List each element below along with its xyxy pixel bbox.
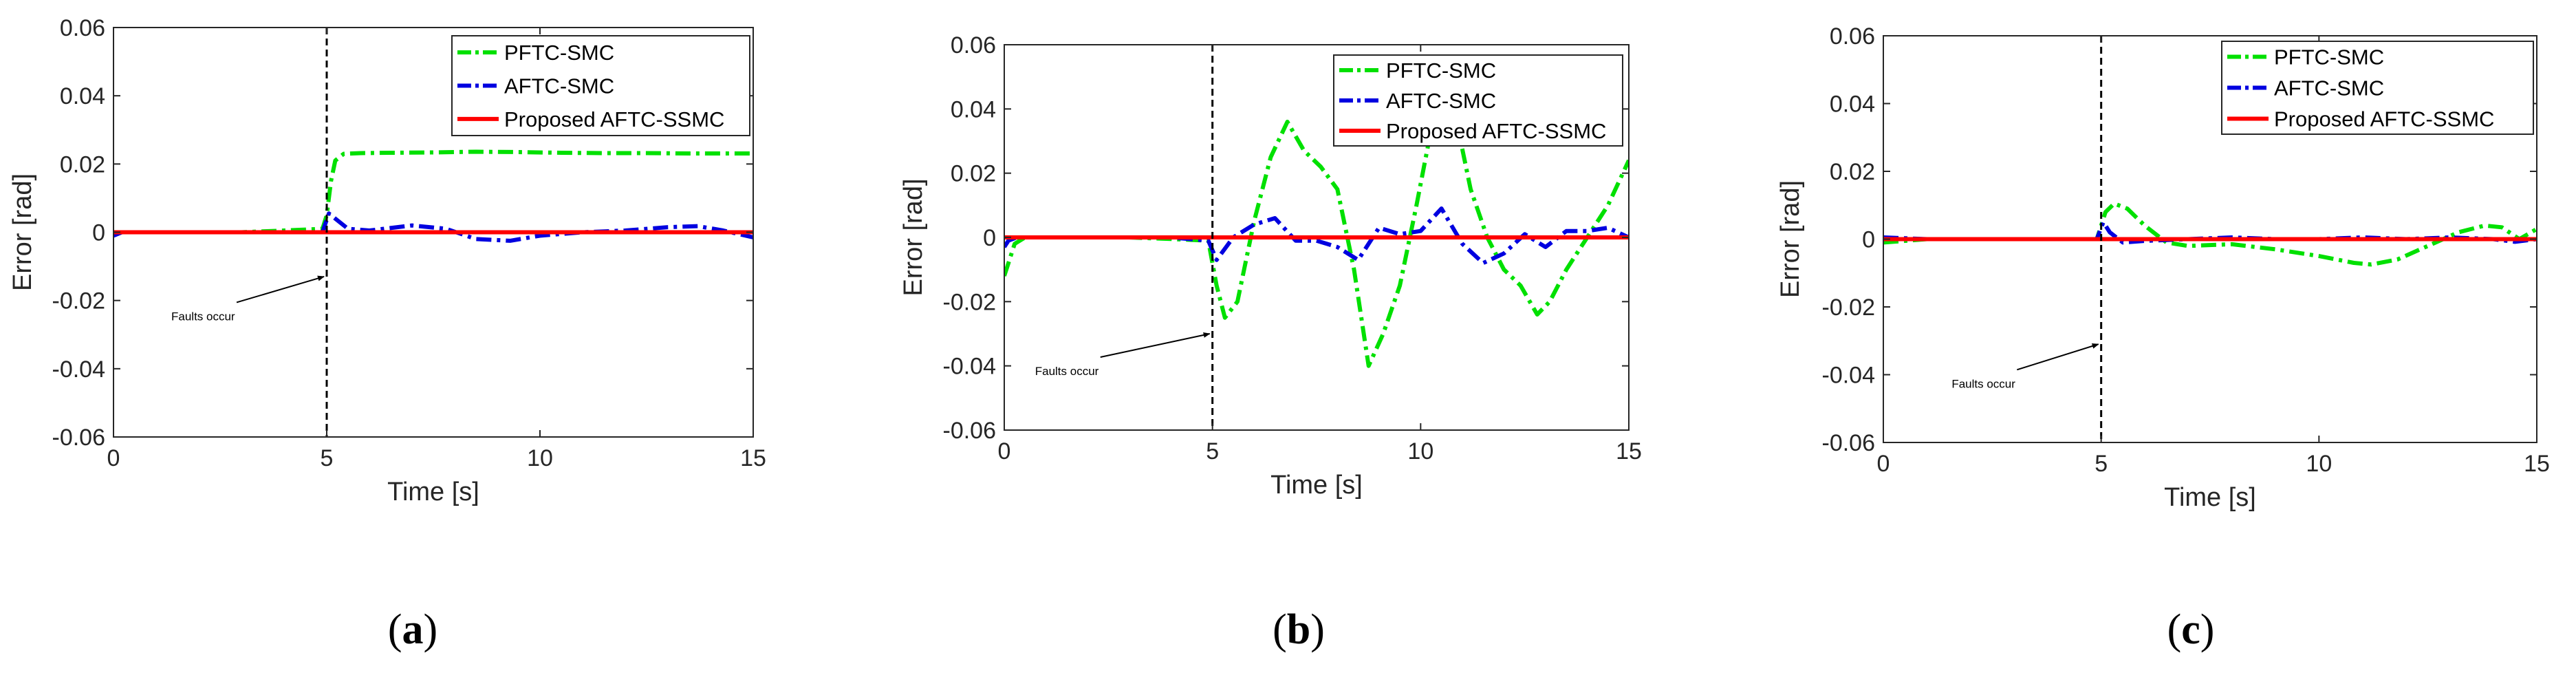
annotation-arrow [2017,343,2099,371]
y-tick-label: -0.04 [52,356,106,383]
caption-letter: c [2181,606,2200,653]
y-tick-label: 0.02 [1830,159,1875,185]
x-tick-label: 10 [2306,451,2332,477]
y-axis-label: Error [rad] [1776,180,1805,298]
x-tick-label: 15 [1616,438,1642,464]
legend-box [2221,41,2534,135]
series-line-pftc-smc [1004,91,1629,368]
panel-caption: (c) [2167,606,2215,653]
x-axis-label: Time [s] [387,478,479,506]
panel-caption: (a) [388,606,437,653]
y-tick-label: -0.02 [52,288,106,314]
caption-paren-close: ) [2200,606,2215,653]
caption-paren-close: ) [424,606,438,653]
caption-paren-open: ( [1273,606,1287,653]
legend-label: PFTC-SMC [1386,58,1496,83]
annotation-text: Faults occur [171,310,235,323]
legend-label: PFTC-SMC [2274,45,2384,70]
y-tick-label: 0.04 [951,96,996,122]
y-tick-label: 0.06 [951,32,996,58]
legend-label: Proposed AFTC-SSMC [504,107,724,131]
y-tick-label: 0.02 [60,151,105,178]
annotation-text: Faults occur [1035,365,1099,378]
chart-panel-b: 0 5 10 15 -0.06 -0.04 -0.02 0 0.02 0.04 0.06 Time [… [899,32,1642,653]
y-axis-label: Error [rad] [8,173,37,291]
y-tick-label: -0.02 [1822,295,1876,321]
x-tick-label: 0 [1877,451,1890,477]
caption-paren-open: ( [2167,606,2182,653]
series-line-aftc-smc [1004,206,1629,266]
legend-label: PFTC-SMC [504,41,614,65]
legend: PFTC-SMC AFTC-SMC Proposed AFTC-SSMC [451,35,750,136]
x-tick-label: 5 [1206,438,1219,464]
legend-label: AFTC-SMC [2274,76,2384,100]
annotation-arrow [236,275,325,303]
y-axis-label: Error [rad] [899,178,928,296]
legend-label: Proposed AFTC-SSMC [2274,107,2494,131]
series-group [113,149,753,243]
x-tick-label: 5 [321,445,334,471]
chart-panel-a: 0 5 10 15 -0.06 -0.04 -0.02 0 0.02 0.04 0.06 Time [… [8,15,766,653]
series-group [1883,201,2537,267]
y-tick-label: 0 [92,220,105,246]
y-tick-label: -0.04 [943,354,997,380]
annotation-arrow [1100,332,1211,358]
legend-box [451,35,750,136]
x-tick-label: 0 [107,445,120,471]
y-tick-label: -0.04 [1822,363,1876,389]
caption-letter: a [402,606,424,653]
annotation-text: Faults occur [1951,377,2015,390]
x-tick-label: 5 [2095,451,2108,477]
legend-box [1333,54,1623,147]
y-tick-label: 0 [983,225,996,251]
legend: PFTC-SMC AFTC-SMC Proposed AFTC-SSMC [1333,54,1623,147]
caption-paren-close: ) [1310,606,1325,653]
series-group [1004,91,1629,368]
series-line-aftc-smc [113,211,753,243]
y-tick-label: -0.06 [52,425,106,451]
x-tick-label: 15 [2524,451,2550,477]
caption-paren-open: ( [388,606,402,653]
x-tick-label: 0 [998,438,1011,464]
x-tick-label: 10 [1407,438,1433,464]
y-tick-label: 0.04 [60,83,105,109]
legend-label: Proposed AFTC-SSMC [1386,119,1606,143]
y-tick-label: -0.02 [943,289,997,315]
x-axis-label: Time [s] [2164,483,2256,512]
legend-label: AFTC-SMC [504,74,614,98]
legend: PFTC-SMC AFTC-SMC Proposed AFTC-SSMC [2221,41,2534,135]
x-tick-label: 10 [527,445,553,471]
panel-caption: (b) [1273,606,1325,653]
caption-letter: b [1287,606,1310,653]
chart-panel-c: 0 5 10 15 -0.06 -0.04 -0.02 0 0.02 0.04 0.06 Time [… [1776,23,2550,653]
y-tick-label: 0.06 [60,15,105,41]
y-tick-label: 0.04 [1830,92,1875,118]
legend-label: AFTC-SMC [1386,89,1496,113]
y-tick-label: 0.02 [951,161,996,187]
y-tick-label: 0.06 [1830,23,1875,50]
x-tick-label: 15 [740,445,766,471]
x-axis-label: Time [s] [1270,471,1363,500]
y-tick-label: -0.06 [943,418,997,444]
y-tick-label: 0 [1862,227,1875,253]
y-tick-label: -0.06 [1822,430,1876,456]
